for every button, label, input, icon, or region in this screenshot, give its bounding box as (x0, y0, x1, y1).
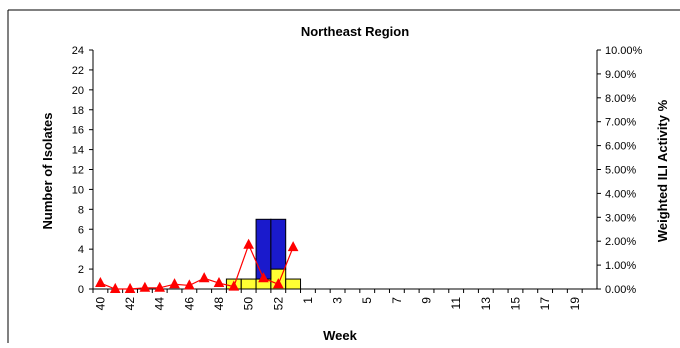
frame-layer (7, 9, 680, 343)
chart-title: Northeast Region (301, 24, 409, 39)
line-layer (95, 238, 299, 293)
y2-axis-title: Weighted ILI Activity % (655, 99, 670, 242)
x-tick-label: 19 (568, 297, 582, 311)
x-tick-label: 13 (479, 297, 493, 311)
y2-tick-label: 2.00% (605, 236, 636, 248)
y-tick-label: 0 (78, 284, 84, 296)
y-tick-label: 22 (72, 65, 84, 77)
y-tick-label: 6 (78, 224, 84, 236)
x-tick-label: 42 (123, 297, 137, 311)
ili-point-47 (198, 272, 210, 283)
y-tick-label: 4 (78, 244, 84, 256)
bar-series1-50 (240, 278, 257, 290)
ili-point-45 (169, 278, 180, 289)
ili-point-53 (287, 241, 299, 252)
x-tick-label: 46 (182, 297, 196, 311)
ili-point-42 (124, 282, 136, 293)
y2-tick-label: 7.00% (605, 117, 636, 129)
x-tick-label: 9 (420, 297, 434, 304)
y-tick-label: 14 (72, 145, 84, 157)
x-axis-title: Week (323, 328, 357, 343)
y2-tick-label: 3.00% (605, 212, 636, 224)
y-tick-label: 12 (72, 165, 84, 177)
x-tick-label: 15 (508, 297, 522, 311)
y2-tick-label: 4.00% (605, 188, 636, 200)
bar-series1-53 (285, 278, 302, 290)
bar-series2-52 (270, 218, 287, 270)
y2-tick-label: 6.00% (605, 141, 636, 153)
y-tick-label: 24 (72, 45, 84, 57)
ili-point-41 (109, 282, 121, 293)
y-tick-label: 18 (72, 105, 84, 117)
ili-point-50 (243, 238, 254, 249)
y-tick-label: 10 (72, 184, 84, 196)
x-tick-label: 40 (93, 297, 107, 311)
ili-point-40 (95, 276, 106, 288)
ili-point-44 (154, 281, 166, 292)
y-tick-label: 16 (72, 125, 84, 137)
x-tick-label: 17 (538, 297, 552, 311)
ili-point-48 (213, 276, 225, 288)
x-tick-label: 52 (271, 297, 285, 311)
y2-tick-label: 8.00% (605, 93, 636, 105)
ili-point-52 (272, 278, 284, 289)
y2-tick-label: 9.00% (605, 69, 636, 81)
y2-tick-label: 5.00% (605, 165, 636, 177)
y2-tick-label: 0.00% (605, 284, 636, 296)
y-tick-label: 8 (78, 204, 84, 216)
y-tick-label: 2 (78, 264, 84, 276)
x-tick-label: 3 (331, 297, 345, 304)
x-tick-label: 48 (212, 297, 226, 311)
ili-point-49 (228, 280, 240, 291)
x-tick-label: 44 (153, 297, 167, 311)
y-axis-title: Number of Isolates (40, 112, 55, 229)
ili-point-43 (139, 281, 151, 292)
x-tick-label: 1 (301, 297, 315, 304)
bar-series2-51 (255, 218, 272, 280)
y-tick-label: 20 (72, 85, 84, 97)
y2-tick-label: 1.00% (605, 260, 636, 272)
x-tick-label: 50 (242, 297, 256, 311)
axes-layer: 0246810121416182022240.00%1.00%2.00%3.00… (72, 45, 643, 310)
ili-point-46 (184, 279, 195, 290)
x-tick-label: 11 (449, 297, 463, 310)
y2-tick-label: 10.00% (605, 45, 643, 57)
x-tick-label: 5 (360, 297, 374, 304)
x-tick-label: 7 (390, 297, 404, 304)
ili-point-51 (258, 272, 269, 283)
